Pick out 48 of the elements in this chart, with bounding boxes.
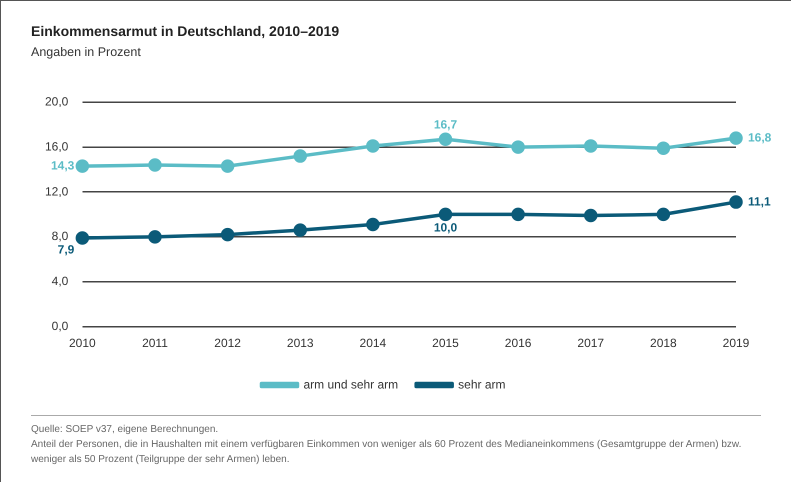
y-tick-label: 20,0 bbox=[44, 94, 69, 109]
text: Anteil der Personen, die in Haushalten mit einem verfügbaren Einkommen von weniger als 60 Prozent des Medianeinkommens (Gesamtgruppe der Armen) bzw. weniger als 50 Prozent (Teilgruppe der sehr Armen) leben. bbox=[31, 438, 742, 467]
x-tick-label: 2018 bbox=[650, 336, 678, 350]
point bbox=[293, 223, 307, 237]
data-label: 10,0 bbox=[434, 220, 458, 235]
point bbox=[148, 158, 162, 172]
point bbox=[293, 149, 307, 163]
data-label: 16,8 bbox=[748, 130, 772, 144]
point bbox=[656, 141, 670, 155]
point bbox=[729, 195, 743, 209]
data-label: 7,9 bbox=[58, 242, 75, 256]
y-tick-label: 12,0 bbox=[44, 184, 69, 198]
x-tick-label: 2014 bbox=[360, 336, 387, 350]
point bbox=[584, 208, 598, 222]
point bbox=[438, 208, 452, 222]
source-note: Quelle: SOEP v37, eigene Berechnungen. bbox=[31, 423, 220, 437]
x-tick-label: 2015 bbox=[432, 336, 460, 350]
x-tick-label: 2013 bbox=[286, 336, 314, 350]
x-tick-label: 2017 bbox=[577, 336, 604, 350]
y-tick-label: 16,0 bbox=[44, 139, 69, 154]
chart-subtitle: Angaben in Prozent bbox=[31, 45, 141, 59]
point bbox=[584, 139, 598, 153]
data-label: 11,1 bbox=[748, 194, 772, 208]
legend-label: arm und sehr arm bbox=[303, 377, 398, 392]
point bbox=[656, 208, 670, 222]
x-tick-label: 2010 bbox=[69, 336, 96, 350]
point bbox=[366, 139, 380, 153]
point bbox=[76, 159, 90, 173]
y-tick-label: 0,0 bbox=[52, 318, 69, 333]
point bbox=[511, 208, 525, 222]
point bbox=[148, 230, 162, 244]
data-label: 14,3 bbox=[50, 158, 75, 172]
point bbox=[366, 218, 380, 232]
x-tick-label: 2016 bbox=[504, 336, 532, 350]
x-tick-label: 2011 bbox=[142, 336, 168, 350]
y-tick-label: 4,0 bbox=[52, 274, 69, 288]
chart-title: Einkommensarmut in Deutschland, 2010–2019 bbox=[31, 23, 340, 39]
data-label: 16,7 bbox=[434, 118, 458, 132]
point bbox=[220, 228, 234, 242]
legend-label: sehr arm bbox=[458, 377, 506, 392]
point bbox=[220, 159, 234, 173]
point bbox=[438, 132, 452, 146]
x-tick-label: 2019 bbox=[722, 336, 750, 350]
point bbox=[729, 131, 743, 145]
point bbox=[511, 140, 525, 154]
point bbox=[76, 231, 90, 245]
y-tick-label: 8,0 bbox=[52, 229, 69, 244]
x-tick-label: 2012 bbox=[214, 336, 242, 350]
